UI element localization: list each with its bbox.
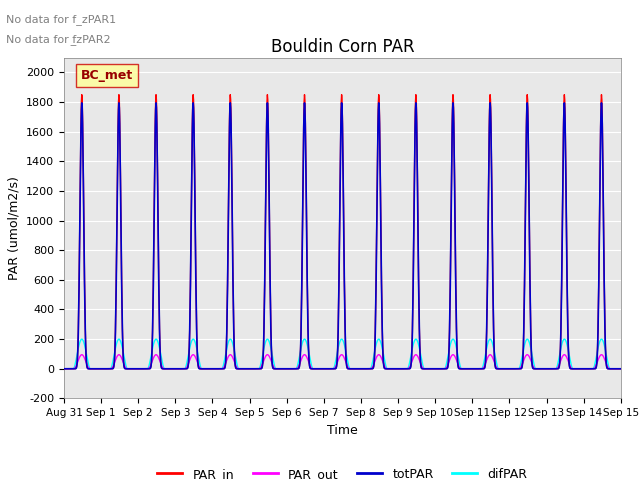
difPAR: [246, 366, 254, 372]
PAR_out: [78, 352, 86, 358]
Text: No data for f̲zPAR2: No data for f̲zPAR2: [6, 34, 111, 45]
difPAR: [429, 366, 436, 372]
PAR_out: [171, 366, 179, 372]
PAR_in: [184, 363, 192, 369]
totPAR: [551, 366, 559, 372]
difPAR: [184, 353, 192, 359]
totPAR: [246, 366, 254, 372]
PAR_out: [246, 366, 254, 372]
Line: PAR_out: PAR_out: [64, 355, 620, 369]
totPAR: [60, 366, 68, 372]
PAR_in: [246, 366, 254, 372]
difPAR: [551, 366, 559, 372]
totPAR: [502, 366, 509, 372]
PAR_out: [429, 366, 436, 372]
totPAR: [616, 366, 624, 372]
PAR_in: [616, 366, 624, 372]
PAR_in: [551, 366, 559, 372]
Line: totPAR: totPAR: [64, 103, 620, 369]
Text: No data for f_zPAR1: No data for f_zPAR1: [6, 14, 116, 25]
totPAR: [184, 363, 192, 369]
PAR_in: [429, 366, 436, 372]
Line: difPAR: difPAR: [64, 339, 620, 369]
difPAR: [60, 366, 68, 372]
PAR_out: [551, 366, 559, 372]
Title: Bouldin Corn PAR: Bouldin Corn PAR: [271, 38, 414, 56]
PAR_out: [60, 366, 68, 372]
PAR_out: [616, 366, 624, 372]
Line: PAR_in: PAR_in: [64, 95, 620, 369]
Y-axis label: PAR (umol/m2/s): PAR (umol/m2/s): [8, 176, 20, 280]
Legend: PAR_in, PAR_out, totPAR, difPAR: PAR_in, PAR_out, totPAR, difPAR: [152, 463, 532, 480]
X-axis label: Time: Time: [327, 424, 358, 437]
difPAR: [78, 336, 86, 342]
difPAR: [502, 366, 509, 372]
totPAR: [78, 100, 86, 106]
totPAR: [171, 366, 179, 372]
difPAR: [171, 366, 179, 372]
PAR_out: [184, 361, 192, 367]
difPAR: [616, 366, 624, 372]
PAR_in: [502, 366, 509, 372]
PAR_out: [502, 366, 509, 372]
PAR_in: [60, 366, 68, 372]
PAR_in: [78, 92, 86, 97]
PAR_in: [171, 366, 179, 372]
totPAR: [429, 366, 436, 372]
